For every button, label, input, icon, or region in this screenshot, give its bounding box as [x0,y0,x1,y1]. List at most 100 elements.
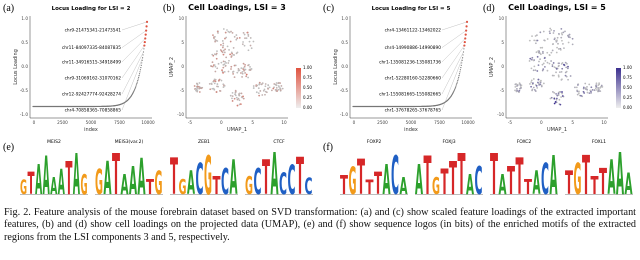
logo-letter: T [296,146,304,205]
cell-dot [560,96,563,98]
cell-dot [564,30,566,33]
cell-dot [247,35,250,37]
y-axis-label: UMAP_2 [489,57,495,77]
x-axis-label: index [404,127,418,133]
locus-dot [135,85,137,87]
logo-letter: C [475,160,483,204]
locus-dot [455,85,457,87]
motif-name: FOXL1 [592,139,606,145]
colorbar-label: 1.00 [303,65,312,70]
cell-dot [552,62,555,64]
cell-dot [542,62,545,65]
cell-dot [231,95,234,97]
cell-dot [546,38,549,40]
y-tick-label: -5 [500,88,505,93]
cell-dot [215,57,218,60]
logo-letter: C [391,146,399,205]
annotation-leader [441,45,465,79]
panel-label: (f) [323,142,333,153]
cell-dot [598,82,601,85]
cell-dot [213,64,216,66]
x-tick-label: 0 [220,120,223,125]
cell-dot [201,86,204,89]
cell-dot [567,36,570,38]
cell-dot [210,82,213,85]
annotation-leader [441,51,464,95]
colorbar-label: 1.00 [623,65,632,70]
cell-dot [596,89,598,91]
cell-dot [278,86,281,88]
logo-letter: G [245,171,253,200]
logo-letter: C [254,161,262,203]
cell-dot [518,87,521,90]
cell-dot [594,87,597,90]
logo-letter: C [288,158,296,204]
cell-dot [599,90,602,93]
panel-label: (a) [3,3,14,14]
cell-dot [234,93,236,96]
cell-dot [540,84,543,87]
logo-letter: A [43,146,50,205]
cell-dot [198,87,201,90]
cell-dot [229,40,232,43]
y-tick-label: 0 [501,64,504,69]
logo-letter: T [28,167,35,202]
cell-dot [536,55,539,58]
motif-name: FOXP2 [367,139,382,145]
cell-dot [208,82,211,85]
locus-dot [135,84,138,86]
cell-dot [240,72,242,74]
cell-dot [561,91,563,93]
cell-dot [238,103,241,106]
y-tick-label: -5 [180,88,185,93]
cell-dot [263,88,266,91]
cell-dot [234,90,237,93]
panel-label: (c) [323,3,334,14]
panel-label: (d) [483,3,495,14]
locus-dot [133,90,135,92]
x-tick-label: 5000 [406,120,417,125]
cell-dot [258,94,261,97]
cell-dot [264,93,266,96]
cell-dot [555,97,558,100]
logo-letter: T [340,170,348,200]
logo-letter: G [80,169,87,201]
locus-dot [138,75,140,77]
cell-dot [532,59,535,62]
cell-dot [219,90,222,92]
cell-dot [538,60,540,63]
locus-dot [141,59,143,62]
y-axis-label: UMAP_2 [169,57,175,77]
annotation-leader [441,21,468,31]
logo-letter: T [490,142,498,205]
cell-dot [222,53,225,56]
logo-letter: A [466,169,474,201]
cell-dot [595,85,598,88]
cell-dot [233,97,236,100]
cell-dot [557,75,560,78]
logo-letter: G [204,145,212,205]
cell-dot [250,47,253,50]
cell-dot [252,87,255,89]
cell-dot [553,37,556,40]
cell-dot [542,52,544,55]
colorbar-label: 0.25 [623,95,632,100]
cell-dot [279,87,282,90]
cell-dot [571,37,574,40]
logo-letter: A [121,169,129,201]
logo-letter: A [400,173,408,200]
cell-dot [216,50,218,53]
cell-dot [556,36,559,39]
logo-letter: T [599,161,607,203]
logo-letter: G [20,177,27,199]
cell-dot [258,81,261,84]
logo-letter: A [608,152,616,205]
cell-dot [267,84,270,86]
cell-dot [561,95,564,97]
cell-dot [193,85,196,87]
cell-dot [534,69,537,72]
cell-dot [222,49,225,52]
cell-dot [555,92,557,95]
cell-dot [543,39,546,42]
cell-dot [237,68,240,70]
